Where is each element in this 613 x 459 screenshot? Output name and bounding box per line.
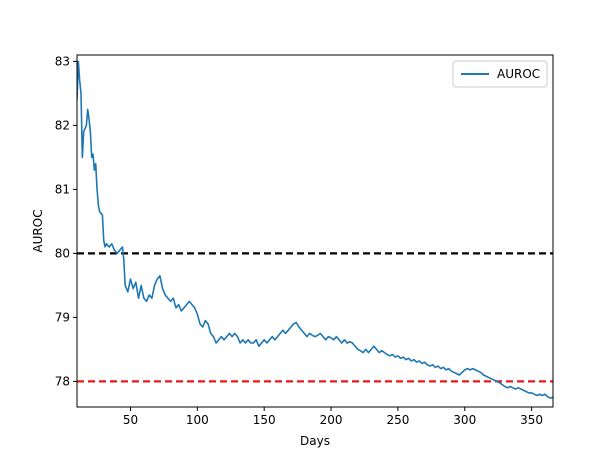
x-axis-label: Days — [300, 434, 330, 448]
y-tick-label-81: 81 — [55, 182, 70, 196]
y-axis: 78 79 80 81 82 83 — [55, 54, 77, 388]
x-tick-label-150: 150 — [253, 413, 276, 427]
y-axis-label: AUROC — [31, 209, 45, 252]
y-tick-label-78: 78 — [55, 374, 70, 388]
y-tick-label-79: 79 — [55, 310, 70, 324]
legend-label-auroc: AUROC — [497, 67, 540, 81]
legend-box — [452, 60, 548, 88]
x-tick-label-50: 50 — [123, 413, 138, 427]
y-tick-label-82: 82 — [55, 118, 70, 132]
x-tick-label-200: 200 — [320, 413, 343, 427]
x-tick-label-250: 250 — [386, 413, 409, 427]
x-tick-label-350: 350 — [520, 413, 543, 427]
y-tick-label-83: 83 — [55, 54, 70, 68]
y-tick-label-80: 80 — [55, 246, 70, 260]
plot-area — [77, 60, 553, 399]
legend: AUROC — [452, 60, 548, 88]
axes-frame — [76, 54, 554, 408]
x-axis: 50 100 150 200 250 300 350 — [123, 407, 543, 427]
x-tick-label-100: 100 — [186, 413, 209, 427]
x-tick-label-300: 300 — [453, 413, 476, 427]
series-line-auroc — [77, 60, 553, 399]
